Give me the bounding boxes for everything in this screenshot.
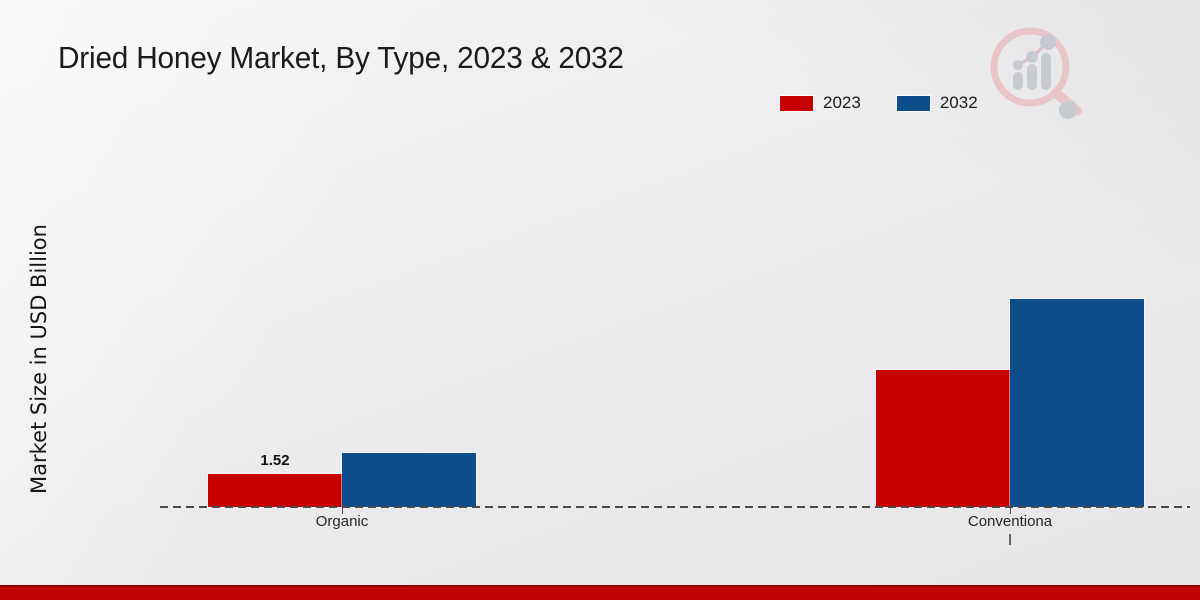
legend-swatch-2023-icon [780,95,813,111]
x-axis-tick-conventional [1010,508,1011,514]
bar-2023-organic [208,474,342,507]
bar-2032-organic [342,452,476,507]
footer-accent-bar [0,585,1200,600]
market-research-logo-watermark-icon [990,27,1082,119]
x-axis-dashed-line [160,506,1190,508]
bar-2032-conventional [1010,298,1144,507]
chart-title: Dried Honey Market, By Type, 2023 & 2032 [58,40,624,75]
legend-item-2023: 2023 [780,93,861,113]
bar-2023-conventional [876,370,1010,507]
x-axis-tick-organic [342,508,343,514]
legend-label-2032: 2032 [939,93,978,112]
category-label-organic: Organic [315,513,369,530]
legend-label-2023: 2023 [823,93,861,112]
legend: 2023 2032 [780,93,978,113]
legend-swatch-2032-icon [896,95,930,111]
bar-value-label: 1.52 [260,452,290,470]
category-label-conventional: Conventiona l [967,513,1053,549]
legend-item-2032: 2032 [896,93,978,113]
